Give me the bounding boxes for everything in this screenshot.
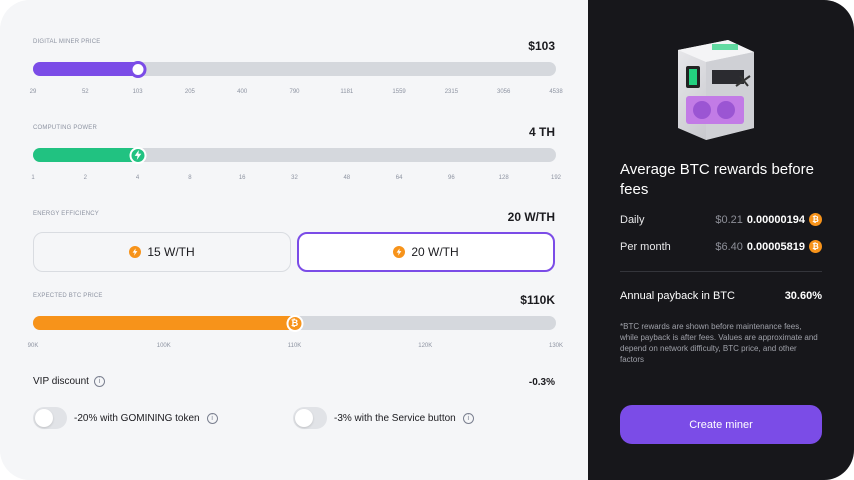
btc-price-slider-fill bbox=[33, 316, 302, 330]
create-miner-button[interactable]: Create miner bbox=[620, 405, 822, 444]
miner-price-slider-thumb[interactable] bbox=[129, 60, 147, 78]
efficiency-option-20[interactable]: 20 W/TH bbox=[297, 232, 555, 272]
efficiency-option-label: 20 W/TH bbox=[411, 245, 459, 259]
info-icon[interactable]: i bbox=[206, 412, 218, 424]
gomining-token-toggle-row: -20% with GOMINING token i bbox=[33, 407, 218, 429]
tick-label: 4538 bbox=[549, 89, 563, 95]
service-button-toggle[interactable] bbox=[293, 407, 327, 429]
divider bbox=[620, 271, 822, 272]
gomining-token-toggle[interactable] bbox=[33, 407, 67, 429]
tick-label: 16 bbox=[238, 175, 246, 181]
tick-label: 1 bbox=[31, 175, 35, 181]
tick-label: 2315 bbox=[444, 89, 459, 95]
tick-label: 1181 bbox=[340, 89, 354, 95]
tick-label: 4 bbox=[135, 175, 140, 181]
tick-label: 96 bbox=[448, 175, 455, 181]
monthly-reward-usd: $6.40 bbox=[715, 240, 743, 253]
tick-label: 29 bbox=[29, 89, 37, 95]
computing-power-slider-thumb[interactable] bbox=[129, 146, 147, 164]
daily-reward-btc: 0.00000194 bbox=[746, 213, 805, 226]
tick-label: 32 bbox=[291, 175, 298, 181]
efficiency-option-15[interactable]: 15 W/TH bbox=[33, 232, 291, 272]
tick-label: 64 bbox=[395, 175, 403, 181]
computing-power-value: 4 TH bbox=[528, 125, 555, 139]
tick-label: 8 bbox=[188, 175, 192, 181]
daily-reward-row: Daily $0.21 0.00000194 ₿ bbox=[620, 213, 822, 226]
lightning-icon bbox=[129, 246, 142, 258]
service-button-toggle-label: -3% with the Service button bbox=[334, 412, 456, 424]
computing-power-label: COMPUTING POWER bbox=[33, 125, 97, 131]
miner-price-label: DIGITAL MINER PRICE bbox=[33, 39, 101, 45]
gomining-token-toggle-label: -20% with GOMINING token bbox=[74, 412, 200, 424]
computing-power-slider-fill bbox=[33, 148, 145, 162]
tick-label: 103 bbox=[132, 89, 143, 95]
bitcoin-icon: ₿ bbox=[809, 213, 822, 226]
tick-label: 90K bbox=[27, 343, 39, 349]
monthly-reward-row: Per month $6.40 0.00005819 ₿ bbox=[620, 240, 822, 253]
bitcoin-icon: ₿ bbox=[809, 240, 822, 253]
tick-label: 48 bbox=[343, 175, 351, 181]
tick-label: 2 bbox=[83, 175, 87, 181]
computing-power-ticks: 1 2 4 8 16 32 48 64 96 128 192 bbox=[31, 175, 561, 185]
tick-label: 400 bbox=[237, 89, 248, 95]
rewards-disclaimer: *BTC rewards are shown before maintenanc… bbox=[620, 322, 818, 364]
energy-efficiency-value: 20 W/TH bbox=[507, 210, 555, 224]
tick-label: 128 bbox=[498, 175, 509, 181]
toggle-knob bbox=[35, 409, 53, 427]
miner-device-icon bbox=[678, 40, 754, 140]
vip-discount-label: VIP discount bbox=[33, 376, 89, 387]
tick-label: 1559 bbox=[392, 89, 406, 95]
monthly-reward-btc: 0.00005819 bbox=[746, 240, 805, 253]
annual-payback-row: Annual payback in BTC 30.60% bbox=[620, 290, 822, 302]
btc-price-ticks: 90K 100K 110K 120K 130K bbox=[28, 343, 563, 353]
miner-price-slider[interactable] bbox=[33, 60, 556, 78]
rewards-title: Average BTC rewards before fees bbox=[620, 161, 814, 198]
monthly-reward-label: Per month bbox=[620, 240, 671, 253]
computing-power-slider[interactable] bbox=[33, 146, 556, 164]
annual-payback-label: Annual payback in BTC bbox=[620, 290, 735, 302]
info-icon[interactable]: i bbox=[462, 412, 474, 424]
vip-discount-row: VIP discount i bbox=[33, 376, 105, 387]
miner-price-slider-fill bbox=[33, 62, 145, 76]
btc-price-value: $110K bbox=[520, 293, 555, 307]
btc-price-label: EXPECTED BTC PRICE bbox=[33, 293, 103, 299]
daily-reward-usd: $0.21 bbox=[715, 213, 743, 226]
toggle-knob bbox=[295, 409, 313, 427]
tick-label: 110K bbox=[287, 343, 302, 349]
btc-price-slider-thumb[interactable]: ₿ bbox=[286, 314, 303, 332]
tick-label: 130K bbox=[548, 343, 564, 349]
rewards-panel: Average BTC rewards before fees Daily $0… bbox=[588, 0, 854, 480]
service-button-toggle-row: -3% with the Service button i bbox=[293, 407, 474, 429]
vip-discount-value: -0.3% bbox=[528, 377, 555, 388]
miner-price-value: $103 bbox=[528, 39, 555, 53]
tick-label: 3056 bbox=[497, 89, 511, 95]
calculator-controls: DIGITAL MINER PRICE $103 29 52 103 205 400 79… bbox=[27, 39, 564, 429]
btc-price-slider[interactable]: ₿ bbox=[33, 314, 556, 332]
annual-payback-value: 30.60% bbox=[784, 290, 822, 302]
efficiency-option-label: 15 W/TH bbox=[147, 245, 195, 259]
tick-label: 790 bbox=[289, 89, 300, 95]
tick-label: 52 bbox=[81, 89, 89, 95]
bitcoin-icon: ₿ bbox=[290, 318, 299, 328]
lightning-icon bbox=[393, 246, 406, 258]
info-icon[interactable]: i bbox=[93, 376, 105, 387]
daily-reward-label: Daily bbox=[620, 213, 645, 226]
tick-label: 120K bbox=[418, 343, 433, 349]
energy-efficiency-label: ENERGY EFFICIENCY bbox=[33, 211, 99, 217]
tick-label: 192 bbox=[550, 175, 562, 181]
lightning-icon bbox=[134, 150, 141, 160]
tick-label: 100K bbox=[156, 343, 171, 349]
miner-price-ticks: 29 52 103 205 400 790 1181 1559 2315 3056 4538 bbox=[29, 89, 563, 99]
tick-label: 205 bbox=[184, 89, 195, 95]
